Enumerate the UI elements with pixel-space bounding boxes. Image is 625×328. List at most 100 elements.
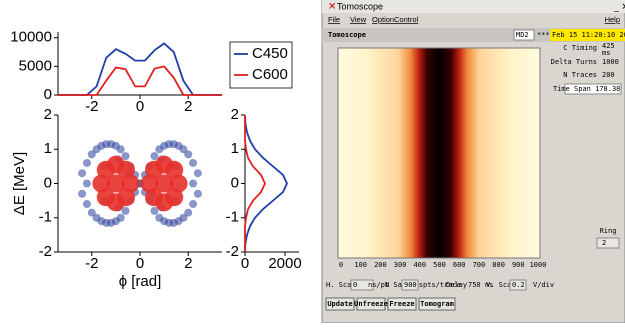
side-time-span: Time Span 178.38 ms bbox=[553, 85, 625, 93]
title-bar bbox=[322, 0, 625, 13]
control-label: 750 ns bbox=[468, 281, 493, 289]
menu-help[interactable]: Help bbox=[605, 15, 620, 24]
x-axis-label: ϕ [rad] bbox=[119, 273, 162, 290]
scatter-point bbox=[121, 206, 130, 215]
menu-item[interactable]: File bbox=[328, 15, 340, 24]
y-tick-label: 2 bbox=[231, 106, 239, 123]
user-box bbox=[513, 29, 535, 41]
button[interactable] bbox=[356, 297, 386, 311]
side-delta-turns-value: 1000 bbox=[602, 58, 619, 66]
control-label: H. Scale bbox=[326, 281, 360, 289]
x-tick-label: 2 bbox=[184, 255, 192, 272]
scatter-point bbox=[117, 188, 136, 207]
scatter-point bbox=[184, 150, 193, 159]
heatmap-tick-label: 1000 bbox=[530, 261, 547, 269]
scatter-point bbox=[169, 174, 188, 193]
heatmap-tick-label: 0 bbox=[339, 261, 343, 269]
control-label: ns/pt bbox=[368, 281, 389, 289]
y-tick-label: -2 bbox=[39, 243, 52, 260]
x-tick-label: 2000 bbox=[268, 255, 301, 272]
scatter-point bbox=[179, 213, 188, 222]
scatter-point bbox=[193, 189, 202, 198]
header-bar bbox=[322, 28, 625, 42]
scatter-point bbox=[87, 150, 96, 159]
line-series bbox=[244, 114, 288, 253]
heatmap-tick-label: 900 bbox=[512, 261, 525, 269]
scatter-point bbox=[189, 179, 198, 188]
heatmap-tick-label: 200 bbox=[374, 261, 387, 269]
control-field[interactable] bbox=[509, 279, 527, 291]
scatter-point bbox=[179, 145, 188, 154]
header-title: Tomoscope bbox=[328, 31, 366, 39]
scatter-point bbox=[106, 174, 125, 193]
heatmap-tick-label: 800 bbox=[492, 261, 505, 269]
scatter-point bbox=[193, 169, 202, 178]
y-tick-label: 1 bbox=[44, 140, 52, 157]
scatter-point bbox=[121, 174, 140, 193]
scatter-point bbox=[165, 188, 184, 207]
legend-box bbox=[229, 41, 293, 89]
heatmap-tick-label: 300 bbox=[394, 261, 407, 269]
status: *** bbox=[537, 31, 550, 39]
user: MD2 bbox=[516, 31, 529, 39]
side-ring-value: 2 bbox=[602, 239, 606, 247]
scatter-point bbox=[116, 145, 125, 154]
menu-item[interactable]: Control bbox=[394, 15, 419, 24]
x-tick-label: 2 bbox=[184, 98, 192, 115]
y-tick-label: -1 bbox=[39, 209, 52, 226]
heatmap-tick-label: 500 bbox=[433, 261, 446, 269]
side-n-traces-value: 200 bbox=[602, 71, 615, 79]
x-tick-label: 0 bbox=[241, 255, 249, 272]
y-tick-label: 1 bbox=[231, 140, 239, 157]
scatter-point bbox=[140, 174, 159, 193]
button-label[interactable]: Unfreeze bbox=[354, 300, 388, 308]
scatter-point bbox=[116, 213, 125, 222]
heatmap-tick-label: 600 bbox=[453, 261, 466, 269]
y-tick-label: 2 bbox=[44, 106, 52, 123]
legend-label: C600 bbox=[252, 66, 288, 83]
side-c-timing-unit: ms bbox=[602, 49, 610, 57]
date-box bbox=[550, 29, 625, 41]
ring-select[interactable] bbox=[596, 237, 620, 249]
button-label[interactable]: Freeze bbox=[389, 300, 414, 308]
control-label: Delay bbox=[446, 281, 467, 289]
control-label: 900 bbox=[404, 281, 417, 289]
button[interactable] bbox=[418, 297, 456, 311]
scatter-point bbox=[82, 179, 91, 188]
side-ring: Ring bbox=[600, 227, 617, 235]
close-button[interactable]: _ ✕ bbox=[613, 1, 625, 11]
y-tick-label: 5000 bbox=[19, 57, 52, 74]
menu-item[interactable]: Option bbox=[372, 15, 394, 24]
y-tick-label: 0 bbox=[44, 86, 52, 103]
y-tick-label: -1 bbox=[226, 209, 239, 226]
button-label[interactable]: Update bbox=[327, 300, 352, 308]
scatter-point bbox=[87, 208, 96, 217]
scatter-point bbox=[78, 169, 87, 178]
button[interactable] bbox=[325, 297, 355, 311]
legend-label: C450 bbox=[252, 45, 288, 62]
scatter-point bbox=[189, 200, 198, 209]
button[interactable] bbox=[387, 297, 417, 311]
scatter-point bbox=[82, 158, 91, 167]
control-label: V/div bbox=[533, 281, 554, 289]
scatter-point bbox=[144, 160, 163, 179]
x-tick-label: -2 bbox=[85, 255, 98, 272]
line-series bbox=[244, 115, 266, 252]
scatter-point bbox=[189, 158, 198, 167]
x-tick-label: -2 bbox=[85, 98, 98, 115]
control-field[interactable] bbox=[350, 279, 374, 291]
side-n-traces: N Traces bbox=[563, 71, 597, 79]
control-field[interactable] bbox=[401, 279, 419, 291]
button-label[interactable]: Tomogram bbox=[420, 300, 454, 308]
menu-item[interactable]: View bbox=[350, 15, 367, 24]
line-series bbox=[58, 65, 222, 96]
control-label: 0.2 bbox=[512, 281, 525, 289]
control-label: V. Scale bbox=[486, 281, 520, 289]
scatter-point bbox=[150, 206, 159, 215]
control-label: 0 bbox=[353, 281, 357, 289]
heatmap-tick-label: 700 bbox=[473, 261, 486, 269]
scatter-point bbox=[82, 200, 91, 209]
scatter-point bbox=[184, 208, 193, 217]
control-label: pts/trace bbox=[423, 281, 461, 289]
